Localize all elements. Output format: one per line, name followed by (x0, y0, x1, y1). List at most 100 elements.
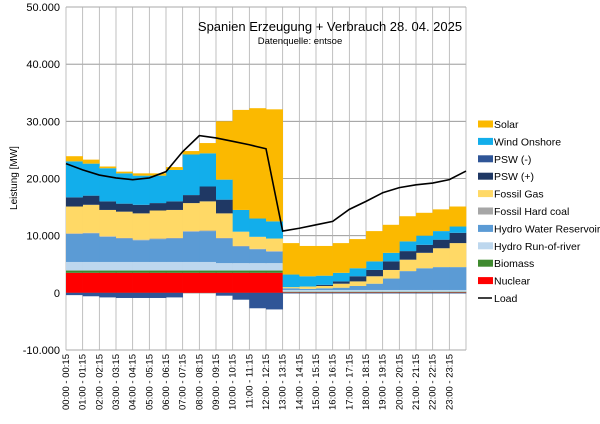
area-segment (82, 261, 100, 271)
area-segment (132, 272, 150, 293)
area-segment (266, 221, 283, 239)
area-segment (416, 289, 433, 292)
area-segment (316, 284, 333, 286)
area-segment (216, 199, 233, 214)
area-segment (199, 231, 217, 262)
area-segment (199, 186, 217, 202)
area-segment (399, 241, 417, 252)
area-segment (416, 291, 433, 293)
stacked-areas (66, 108, 467, 310)
area-segment (82, 232, 100, 234)
area-segment (332, 243, 350, 273)
legend-label: Biomass (494, 258, 534, 270)
area-segment (99, 168, 117, 202)
legend-item: PSW (+) (478, 171, 534, 183)
chart-title: Spanien Erzeugung + Verbrauch 28. 04. 20… (198, 19, 462, 34)
area-segment (66, 272, 83, 293)
legend-item: Solar (478, 119, 519, 131)
x-tick-label: 14:00 - 14:15 (294, 354, 305, 410)
area-segment (382, 291, 400, 293)
area-segment (266, 263, 283, 271)
area-segment (116, 238, 133, 262)
x-tick-label: 15:00 - 15:15 (311, 354, 322, 410)
area-segment (82, 163, 100, 196)
area-segment (316, 291, 333, 293)
area-segment (166, 209, 183, 238)
area-segment (366, 261, 383, 270)
legend-item: Load (478, 293, 518, 305)
area-segment (382, 292, 400, 293)
area-segment (116, 237, 133, 239)
x-tick-label: 08:00 - 08:15 (194, 354, 205, 410)
area-segment (366, 276, 383, 284)
x-tick-label: 01:00 - 01:15 (78, 354, 89, 410)
area-segment (166, 201, 183, 210)
y-tick-label: 20.000 (26, 174, 60, 186)
area-segment (332, 289, 350, 292)
area-segment (99, 261, 117, 271)
y-tick-label: 50.000 (26, 2, 60, 14)
legend-swatch (478, 172, 493, 180)
area-segment (216, 121, 233, 180)
x-tick-label: 12:00 - 12:15 (261, 354, 272, 410)
area-segment (149, 270, 167, 273)
area-segment (66, 206, 83, 234)
x-tick-label: 09:00 - 09:15 (211, 354, 222, 410)
area-segment (149, 272, 167, 293)
area-segment (132, 292, 150, 298)
area-segment (399, 259, 417, 272)
area-segment (166, 272, 183, 293)
area-segment (416, 252, 433, 269)
area-segment (449, 292, 467, 294)
area-segment (266, 251, 283, 252)
area-segment (366, 283, 383, 290)
x-tick-label: 07:00 - 07:15 (178, 354, 189, 410)
area-segment (116, 203, 133, 212)
area-segment (282, 287, 300, 289)
area-segment (149, 203, 167, 211)
area-segment (232, 246, 250, 264)
area-segment (399, 251, 417, 260)
area-segment (432, 289, 450, 292)
series-fossil-gas (66, 201, 467, 289)
x-tick-label: 20:00 - 20:15 (394, 354, 405, 410)
legend-item: Biomass (478, 258, 534, 270)
legend-item: Hydro Water Reservoir (478, 223, 600, 235)
x-axis: 00:00 - 00:15 01:00 - 01:15 02:00 - 02:15 0… (61, 354, 455, 410)
area-segment (116, 171, 133, 174)
area-segment (132, 261, 150, 271)
area-segment (399, 271, 417, 290)
area-segment (99, 236, 117, 237)
area-segment (282, 289, 300, 292)
legend-swatch (478, 155, 493, 163)
series-solar (66, 108, 467, 277)
area-segment (366, 291, 383, 293)
area-segment (316, 285, 333, 289)
area-segment (216, 270, 233, 273)
legend-item: Hydro Run-of-river (478, 241, 581, 253)
area-segment (416, 235, 433, 245)
x-tick-label: 23:00 - 23:15 (444, 354, 455, 410)
area-segment (266, 238, 283, 252)
legend-item: PSW (-) (478, 154, 531, 166)
series-fossil-hard-coal (66, 230, 283, 252)
area-segment (182, 261, 200, 271)
x-tick-label: 02:00 - 02:15 (94, 354, 105, 410)
area-segment (432, 292, 450, 293)
area-segment (366, 289, 383, 292)
load-line (65, 134, 467, 233)
area-segment (399, 216, 417, 242)
area-segment (382, 252, 400, 262)
area-segment (432, 231, 450, 240)
area-segment (82, 159, 100, 164)
area-segment (116, 272, 133, 293)
area-segment (266, 251, 283, 264)
area-segment (132, 175, 150, 205)
area-segment (449, 232, 467, 244)
area-segment (366, 292, 383, 293)
chart-subtitle: Datenquelle: entsoe (258, 36, 343, 47)
area-segment (449, 291, 467, 293)
area-segment (266, 292, 283, 310)
area-segment (232, 292, 250, 300)
area-segment (149, 210, 167, 239)
